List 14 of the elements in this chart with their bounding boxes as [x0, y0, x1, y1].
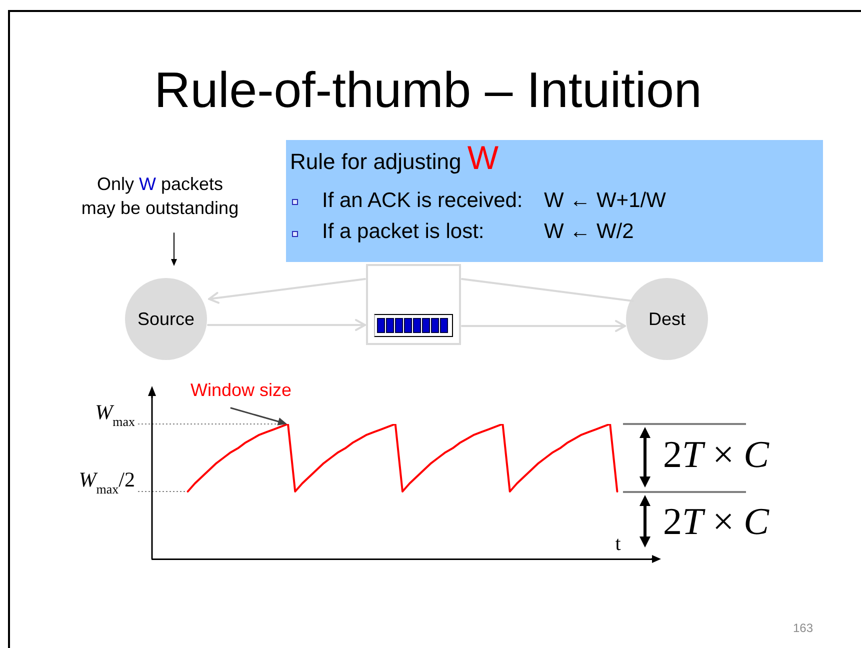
text: 2T × C: [663, 501, 769, 543]
chart-title: Rule-of-thumb – Intuition: [154, 62, 702, 118]
x-axis-title: t: [615, 533, 622, 555]
text: Only W packets may be outstanding: [81, 174, 239, 218]
text: If a packet is lost:: [322, 220, 484, 243]
text: W ← W+1/W: [544, 189, 666, 212]
text: Window size: [190, 380, 292, 400]
text: If an ACK is received:: [322, 189, 523, 212]
text: Dest: [648, 309, 686, 329]
text: 163: [792, 621, 814, 635]
text: 2T × C: [663, 434, 769, 476]
text: Rule for adjusting W: [290, 139, 499, 176]
text: W ← W/2: [544, 220, 634, 243]
text: Source: [137, 309, 195, 329]
